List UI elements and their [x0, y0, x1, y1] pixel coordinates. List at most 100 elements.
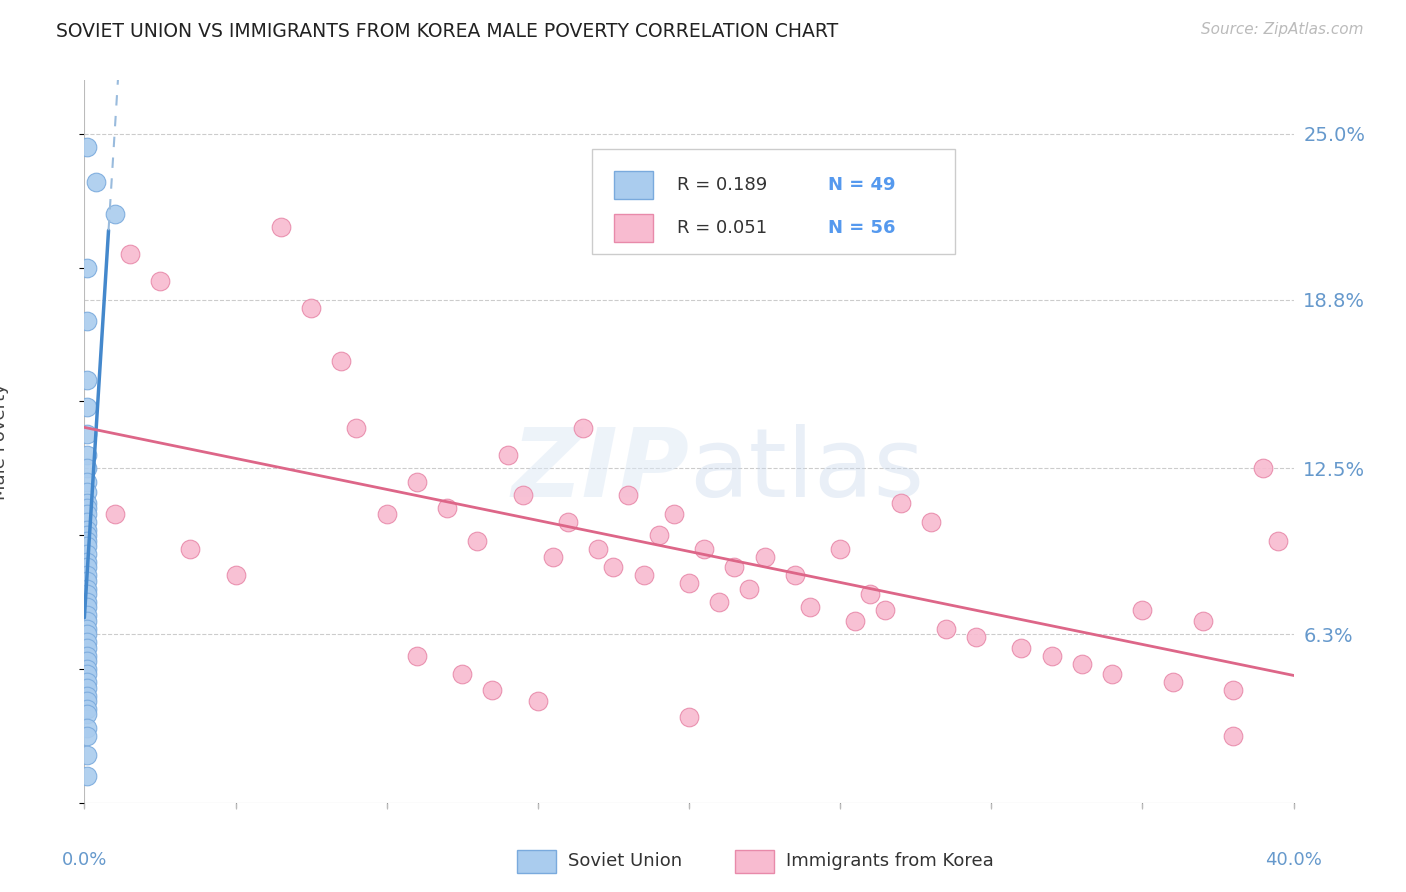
Point: [76, 627, 98, 641]
Point: [375, 507, 398, 521]
Point: [678, 710, 700, 724]
Point: [648, 528, 671, 542]
Point: [76, 707, 98, 722]
Point: [1253, 461, 1275, 475]
Point: [783, 568, 806, 582]
Point: [76, 648, 98, 663]
Point: [270, 220, 292, 235]
Point: [76, 595, 98, 609]
Point: [1130, 603, 1153, 617]
Point: [527, 694, 550, 708]
Point: [633, 568, 655, 582]
Point: [346, 421, 368, 435]
Point: [76, 721, 98, 735]
Point: [76, 555, 98, 569]
Point: [76, 769, 98, 783]
Point: [935, 622, 957, 636]
Point: [76, 675, 98, 690]
Point: [76, 662, 98, 676]
Text: Soviet Union: Soviet Union: [568, 852, 682, 870]
Point: [149, 274, 172, 288]
FancyBboxPatch shape: [517, 850, 555, 873]
Point: [76, 400, 98, 414]
Point: [76, 373, 98, 387]
Text: ZIP: ZIP: [510, 424, 689, 517]
Point: [76, 515, 98, 529]
Text: Male Poverty: Male Poverty: [0, 384, 8, 500]
Point: [76, 140, 98, 154]
Point: [76, 568, 98, 582]
Point: [76, 314, 98, 328]
Point: [678, 576, 700, 591]
Point: [406, 475, 429, 489]
Point: [436, 501, 458, 516]
Point: [1192, 614, 1215, 628]
Point: [541, 549, 564, 564]
Text: SOVIET UNION VS IMMIGRANTS FROM KOREA MALE POVERTY CORRELATION CHART: SOVIET UNION VS IMMIGRANTS FROM KOREA MA…: [56, 22, 838, 41]
Point: [76, 496, 98, 510]
Point: [76, 614, 98, 628]
Point: [104, 207, 127, 221]
Text: Source: ZipAtlas.com: Source: ZipAtlas.com: [1201, 22, 1364, 37]
Point: [76, 507, 98, 521]
FancyBboxPatch shape: [614, 171, 652, 199]
Text: N = 49: N = 49: [828, 176, 896, 194]
Point: [76, 523, 98, 537]
Point: [76, 608, 98, 623]
Text: 0.0%: 0.0%: [62, 851, 107, 869]
Point: [76, 574, 98, 588]
Point: [830, 541, 852, 556]
Point: [76, 533, 98, 548]
Point: [572, 421, 595, 435]
Point: [76, 681, 98, 695]
Point: [76, 689, 98, 703]
Point: [76, 475, 98, 489]
Point: [179, 541, 201, 556]
Point: [662, 507, 685, 521]
Point: [76, 582, 98, 596]
Point: [76, 461, 98, 475]
Point: [496, 448, 519, 462]
Point: [406, 648, 429, 663]
Point: [76, 539, 98, 553]
Point: [920, 515, 942, 529]
Point: [1101, 667, 1123, 681]
Point: [76, 702, 98, 716]
Point: [1011, 640, 1033, 655]
Point: [1222, 729, 1244, 743]
Point: [467, 533, 489, 548]
Text: N = 56: N = 56: [828, 219, 896, 237]
Point: [76, 547, 98, 561]
Point: [723, 560, 745, 574]
Point: [118, 247, 141, 261]
FancyBboxPatch shape: [735, 850, 773, 873]
Point: [76, 600, 98, 615]
Text: 40.0%: 40.0%: [1265, 851, 1322, 869]
Point: [225, 568, 247, 582]
Text: atlas: atlas: [689, 424, 924, 517]
Text: R = 0.189: R = 0.189: [676, 176, 768, 194]
Point: [76, 667, 98, 681]
Point: [104, 507, 127, 521]
Point: [76, 654, 98, 668]
Point: [1222, 683, 1244, 698]
Point: [76, 501, 98, 516]
Point: [709, 595, 731, 609]
Point: [76, 426, 98, 441]
Point: [799, 600, 821, 615]
Text: Immigrants from Korea: Immigrants from Korea: [786, 852, 994, 870]
Point: [1040, 648, 1063, 663]
Point: [588, 541, 610, 556]
Point: [1071, 657, 1094, 671]
Point: [1161, 675, 1184, 690]
Point: [76, 640, 98, 655]
Point: [738, 582, 761, 596]
Point: [76, 635, 98, 649]
Point: [76, 747, 98, 762]
Point: [451, 667, 474, 681]
Point: [76, 560, 98, 574]
Point: [481, 683, 503, 698]
Point: [76, 694, 98, 708]
Point: [617, 488, 640, 502]
Point: [844, 614, 866, 628]
